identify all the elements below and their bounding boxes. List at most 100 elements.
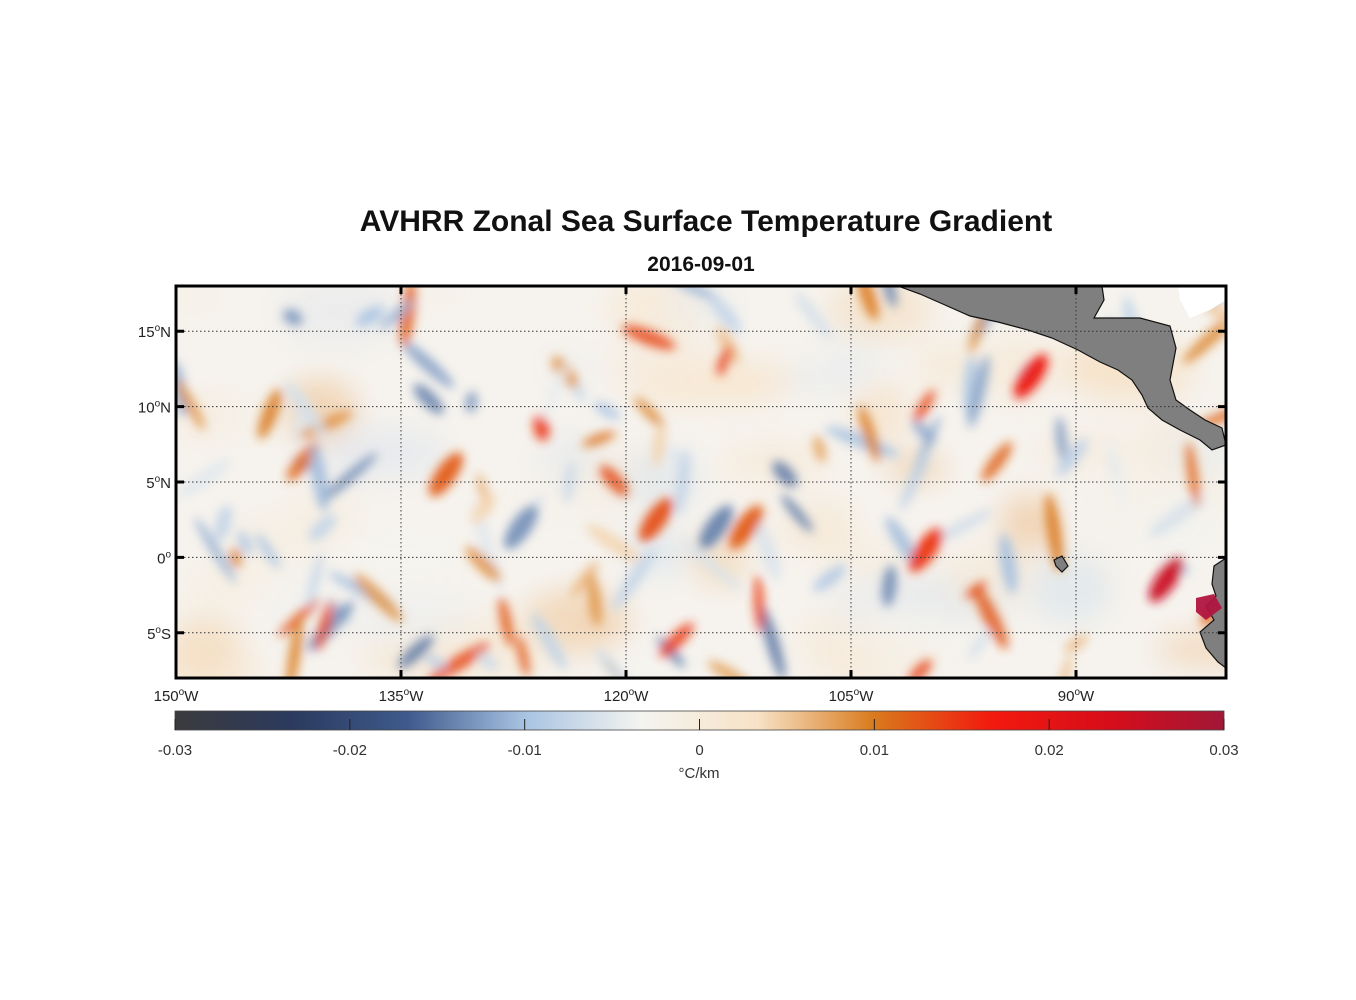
gradient-filament (587, 573, 602, 627)
colorbar-tick-label: -0.02 (333, 742, 367, 759)
gradient-texture-patch (182, 569, 260, 613)
gradient-filament (652, 422, 666, 467)
gradient-filament (813, 564, 847, 592)
gradient-filament (399, 286, 416, 347)
x-tick-label: 105oW (829, 687, 875, 705)
colorbar-tick-label: 0.03 (1209, 742, 1238, 759)
x-axis-labels: 150oW 135oW 120oW 105oW 90oW (154, 687, 1095, 705)
gradient-filament (707, 660, 753, 678)
gradient-filament (498, 596, 514, 648)
gradient-filament (998, 533, 1018, 594)
gradient-filament (794, 291, 833, 340)
gradient-filament (477, 652, 499, 671)
gradient-filament (176, 378, 205, 431)
gradient-texture-patch (940, 544, 1040, 605)
gradient-filament (682, 540, 743, 591)
gradient-filament (423, 654, 447, 670)
gradient-filament (178, 459, 231, 498)
colorbar-tick-label: 0.02 (1035, 742, 1064, 759)
graticule (176, 286, 1226, 678)
gradient-filament (379, 299, 413, 330)
gradient-filament (599, 465, 629, 497)
central-america-land (897, 286, 1226, 451)
gradient-filament (930, 509, 993, 545)
gradient-filament (257, 388, 282, 440)
x-tick-label: 120oW (604, 687, 650, 705)
gradient-filament (310, 443, 329, 512)
gradient-filament (716, 345, 732, 377)
gradient-filament (283, 308, 303, 326)
gradient-filament (354, 573, 403, 623)
gradient-texture-patch (279, 286, 398, 348)
gradient-filament (194, 517, 236, 583)
gradient-filament (398, 635, 434, 669)
gradient-texture-patch (1027, 553, 1112, 624)
y-tick-label: 0o (157, 549, 171, 567)
gradient-texture-patch (847, 607, 971, 677)
gradient-filament (1148, 496, 1205, 538)
x-tick-label: 135oW (379, 687, 425, 705)
gradient-filament (531, 612, 567, 670)
galapagos-island (1053, 555, 1069, 573)
axis-tick-marks (174, 286, 1226, 678)
colorbar-tick-label: 0.01 (860, 742, 889, 759)
gradient-texture-patch (639, 365, 769, 408)
gradient-filament (858, 404, 881, 463)
gradient-filament (1108, 451, 1120, 477)
gradient-filament (582, 431, 616, 447)
gradient-filament (308, 514, 337, 542)
y-tick-label: 5oN (146, 474, 171, 492)
y-tick-label: 15oN (138, 323, 171, 341)
gradient-texture-patch (176, 286, 227, 317)
gradient-filament (286, 616, 303, 678)
gradient-filament (967, 355, 990, 429)
colorbar-tick-label: 0 (695, 742, 703, 759)
y-axis-labels: 15oN 10oN 5oN 0o 5oS (138, 323, 172, 643)
gradient-filament (857, 286, 879, 321)
gradient-filament (533, 414, 550, 442)
y-tick-label: 10oN (138, 399, 171, 417)
gradient-texture-patch (602, 646, 727, 678)
warm-front-feature (908, 527, 943, 572)
cold-front-feature (503, 505, 538, 550)
gradient-filament (255, 532, 281, 569)
gradient-filament (465, 391, 478, 413)
gradient-texture-patch (316, 426, 448, 480)
gradient-filament (315, 600, 334, 651)
gradient-texture-patch (176, 618, 236, 678)
gradient-texture-patch (827, 286, 931, 341)
plot-area (176, 286, 1226, 678)
warm-front-feature (728, 505, 763, 550)
gradient-filament (542, 363, 569, 420)
gradient-filament (318, 452, 378, 504)
gradient-filament (825, 426, 900, 457)
gradient-filament (1056, 438, 1089, 477)
gradient-filament (981, 441, 1013, 482)
gradient-filament (659, 622, 694, 658)
gradient-filament (881, 286, 897, 308)
gradient-filament (755, 520, 781, 581)
gradient-texture-patch (792, 493, 856, 549)
gradient-filament (665, 286, 720, 301)
coast-hot-patch (1196, 594, 1222, 620)
gradient-filament (230, 547, 242, 568)
cold-front-feature (698, 505, 733, 550)
gradient-filament (968, 629, 990, 660)
gradient-filament (968, 311, 986, 354)
central-america-land-north (1178, 286, 1226, 318)
gradient-texture-patch (720, 474, 794, 511)
gradient-filament (470, 492, 496, 525)
gradient-texture-patch (769, 365, 872, 391)
warm-front-feature (1014, 354, 1049, 399)
gradient-filament (427, 642, 490, 678)
gradient-texture-patch (399, 286, 472, 316)
gradient-texture-patch (914, 341, 981, 391)
gradient-filament (1044, 493, 1064, 572)
gradient-filament (307, 552, 323, 608)
colorbar-tick-label: -0.03 (158, 742, 192, 759)
gradient-filament (570, 561, 599, 598)
gradient-filament (899, 448, 930, 511)
gradient-filament (214, 504, 232, 542)
gradient-filament (772, 461, 798, 488)
gradient-filament (634, 397, 666, 429)
